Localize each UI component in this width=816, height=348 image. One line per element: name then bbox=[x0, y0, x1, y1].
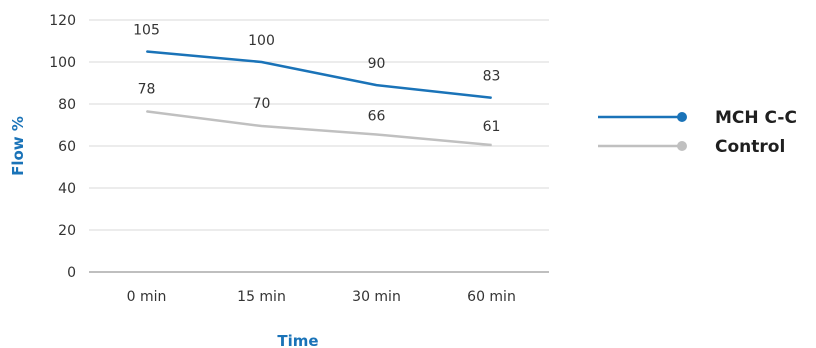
y-tick-label: 100 bbox=[49, 55, 76, 71]
legend-label: Control bbox=[715, 137, 785, 157]
legend-marker bbox=[677, 141, 687, 151]
data-point bbox=[491, 97, 492, 99]
data-label: 66 bbox=[368, 108, 386, 124]
data-label: 70 bbox=[253, 96, 271, 112]
data-point bbox=[376, 84, 377, 86]
x-axis-title: Time bbox=[277, 332, 318, 348]
data-label: 100 bbox=[248, 33, 275, 49]
y-axis-title: Flow % bbox=[9, 116, 27, 176]
data-point bbox=[491, 144, 492, 146]
series-lines bbox=[146, 50, 492, 147]
x-tick-label: 0 min bbox=[127, 289, 167, 305]
data-label: 105 bbox=[133, 23, 160, 39]
data-label: 83 bbox=[483, 69, 501, 85]
y-tick-label: 120 bbox=[49, 13, 76, 29]
series-line bbox=[146, 50, 492, 99]
x-tick-label: 60 min bbox=[467, 289, 516, 305]
y-tick-label: 0 bbox=[67, 265, 76, 281]
data-label: 61 bbox=[483, 119, 501, 135]
legend-marker bbox=[677, 112, 687, 122]
data-point bbox=[261, 61, 262, 63]
data-label: 78 bbox=[138, 81, 156, 97]
gridlines bbox=[89, 19, 549, 273]
y-axis-ticks: 0 20 40 60 80 100 120 bbox=[49, 13, 76, 281]
data-labels: 105 100 90 83 78 70 66 61 bbox=[133, 23, 500, 135]
y-tick-label: 60 bbox=[58, 139, 76, 155]
data-point bbox=[146, 110, 147, 112]
data-point bbox=[261, 125, 262, 127]
y-tick-label: 40 bbox=[58, 181, 76, 197]
legend: MCH C-C Control bbox=[598, 108, 797, 157]
x-tick-label: 15 min bbox=[237, 289, 286, 305]
series-line bbox=[146, 110, 492, 147]
data-point bbox=[146, 51, 147, 52]
x-tick-label: 30 min bbox=[352, 289, 401, 305]
legend-label: MCH C-C bbox=[715, 108, 797, 128]
y-tick-label: 20 bbox=[58, 223, 76, 239]
y-tick-label: 80 bbox=[58, 97, 76, 113]
x-axis-ticks: 0 min 15 min 30 min 60 min bbox=[127, 289, 516, 305]
data-point bbox=[376, 133, 377, 135]
data-label: 90 bbox=[368, 56, 386, 72]
